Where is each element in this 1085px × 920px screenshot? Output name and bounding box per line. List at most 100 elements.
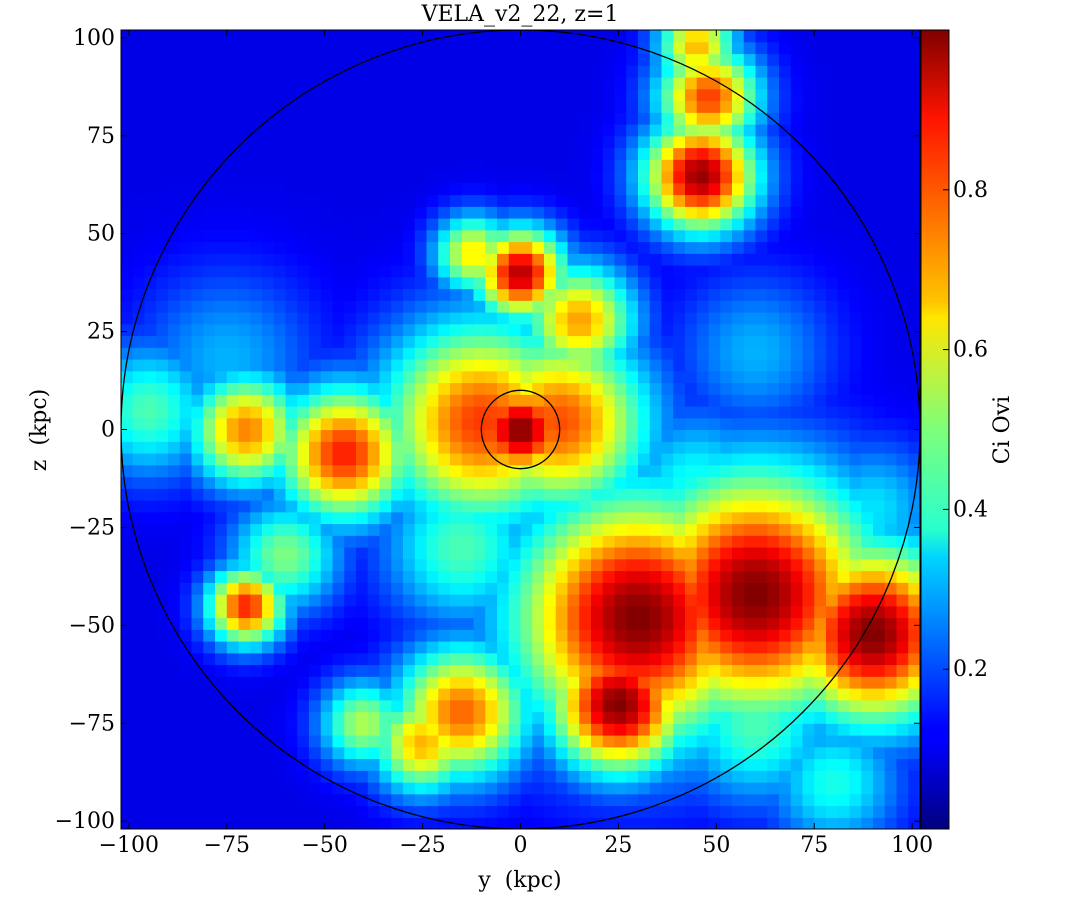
heatmap-cell <box>203 100 216 113</box>
heatmap-cell <box>414 770 428 783</box>
heatmap-cell <box>826 206 839 219</box>
heatmap-cell <box>732 100 745 113</box>
heatmap-cell <box>802 758 815 771</box>
heatmap-cell <box>814 406 827 419</box>
heatmap-cell <box>696 194 710 207</box>
heatmap-cell <box>215 523 228 536</box>
heatmap-cell <box>708 594 721 607</box>
heatmap-cell <box>861 53 874 66</box>
heatmap-cell <box>743 782 757 795</box>
heatmap-cell <box>884 500 898 513</box>
heatmap-cell <box>555 464 569 478</box>
heatmap-cell <box>238 558 251 572</box>
heatmap-cell <box>908 535 920 548</box>
heatmap-cell <box>743 711 757 724</box>
heatmap-cell <box>873 817 886 829</box>
heatmap-cell <box>896 182 909 196</box>
heatmap-cell <box>790 464 804 478</box>
heatmap-cell <box>837 30 851 43</box>
heatmap-cell <box>849 382 862 395</box>
heatmap-cell <box>591 758 604 771</box>
heatmap-cell <box>849 453 862 466</box>
heatmap-cell <box>743 523 757 536</box>
heatmap-cell <box>649 605 663 619</box>
heatmap-cell <box>532 523 545 536</box>
heatmap-cell <box>532 770 545 783</box>
heatmap-cell <box>367 417 381 431</box>
heatmap-cell <box>297 65 310 78</box>
heatmap-cell <box>849 605 862 619</box>
heatmap-cell <box>743 570 757 583</box>
heatmap-cell <box>626 582 639 595</box>
heatmap-cell <box>555 805 569 818</box>
heatmap-cell <box>790 641 804 654</box>
heatmap-cell <box>591 77 604 90</box>
heatmap-cell <box>367 288 381 301</box>
heatmap-cell <box>226 253 240 266</box>
heatmap-cell <box>837 253 851 266</box>
heatmap-cell <box>320 347 334 360</box>
heatmap-cell <box>826 547 839 560</box>
heatmap-cell <box>438 605 451 619</box>
heatmap-cell <box>732 347 745 360</box>
heatmap-cell <box>391 359 404 372</box>
heatmap-cell <box>732 605 745 619</box>
heatmap-cell <box>367 464 381 478</box>
heatmap-cell <box>649 65 663 78</box>
heatmap-cell <box>179 441 193 454</box>
heatmap-cell <box>497 124 510 137</box>
heatmap-cell <box>250 453 263 466</box>
heatmap-cell <box>849 300 862 313</box>
heatmap-cell <box>414 758 428 771</box>
heatmap-cell <box>285 805 298 818</box>
heatmap-cell <box>203 523 216 536</box>
heatmap-cell <box>273 335 287 348</box>
heatmap-cell <box>332 359 345 372</box>
heatmap-cell <box>602 770 616 783</box>
heatmap-cell <box>367 182 381 196</box>
heatmap-cell <box>602 805 616 818</box>
heatmap-cell <box>356 53 369 66</box>
heatmap-cell <box>685 288 698 301</box>
heatmap-cell <box>309 535 322 548</box>
heatmap-cell <box>802 370 815 384</box>
heatmap-cell <box>544 135 557 149</box>
heatmap-cell <box>391 629 404 642</box>
heatmap-cell <box>884 229 898 243</box>
heatmap-cell <box>438 382 451 395</box>
heatmap-cell <box>614 194 627 207</box>
heatmap-cell <box>285 206 298 219</box>
heatmap-cell <box>520 100 533 113</box>
heatmap-cell <box>884 112 898 125</box>
heatmap-cell <box>391 276 404 290</box>
heatmap-cell <box>450 746 463 760</box>
heatmap-cell <box>473 312 486 325</box>
heatmap-cell <box>156 535 169 548</box>
heatmap-cell <box>379 441 392 454</box>
heatmap-cell <box>238 605 251 619</box>
heatmap-cell <box>297 41 310 55</box>
heatmap-cell <box>156 147 169 160</box>
heatmap-cell <box>837 746 851 760</box>
heatmap-cell <box>379 241 392 254</box>
heatmap-cell <box>238 758 251 771</box>
heatmap-cell <box>121 30 134 43</box>
heatmap-cell <box>908 523 920 536</box>
heatmap-cell <box>779 793 792 807</box>
heatmap-cell <box>215 335 228 348</box>
heatmap-cell <box>320 88 334 102</box>
heatmap-cell <box>544 300 557 313</box>
heatmap-cell <box>203 805 216 818</box>
heatmap-cell <box>461 511 475 525</box>
heatmap-cell <box>121 229 134 243</box>
heatmap-cell <box>168 406 181 419</box>
heatmap-cell <box>450 805 463 818</box>
heatmap-cell <box>297 735 310 748</box>
heatmap-cell <box>144 758 157 771</box>
heatmap-cell <box>414 629 428 642</box>
heatmap-cell <box>661 206 674 219</box>
heatmap-cell <box>826 218 839 231</box>
heatmap-cell <box>743 629 757 642</box>
heatmap-cell <box>849 112 862 125</box>
heatmap-cell <box>908 347 920 360</box>
